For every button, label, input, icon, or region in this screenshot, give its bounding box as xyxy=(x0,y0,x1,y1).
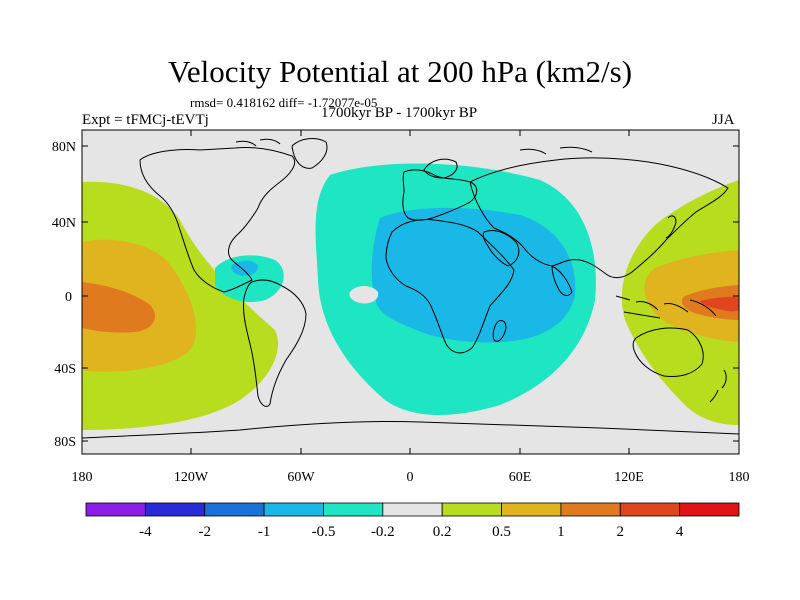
arabia-coast xyxy=(482,229,520,267)
map-panel xyxy=(82,130,739,454)
new-zealand-coast xyxy=(709,369,727,403)
arctic-islands-coast xyxy=(235,138,593,155)
pacific-west-darkorange-region xyxy=(82,282,155,333)
scandinavia-coast xyxy=(423,158,458,179)
y-axis-labels: 80N 40N 0 40S 80S xyxy=(52,140,76,450)
period-label: 1700kyr BP - 1700kyr BP xyxy=(321,105,478,121)
x-label-180w: 180 xyxy=(72,470,93,485)
colorbar-label: 0.2 xyxy=(433,524,452,540)
colorbar-label: 0.5 xyxy=(492,524,511,540)
atlantic-neutral-hole xyxy=(349,286,379,304)
y-axis-ticks xyxy=(82,145,739,442)
x-axis-labels: 180 120W 60W 0 60E 120E 180 xyxy=(72,470,750,485)
europe-coast xyxy=(402,169,478,221)
colorbar-swatch xyxy=(85,502,146,517)
antarctica-coast xyxy=(82,420,739,439)
asia-coast xyxy=(469,157,729,279)
stats-text: rmsd= 0.418162 diff= -1.72077e-05 xyxy=(190,95,378,110)
x-label-180e: 180 xyxy=(729,470,750,485)
x-label-60w: 60W xyxy=(287,470,315,485)
australia-coast xyxy=(632,327,704,377)
x-label-60e: 60E xyxy=(509,470,532,485)
colorbar-label: 2 xyxy=(617,524,625,540)
colorbar-label: 4 xyxy=(676,524,684,540)
pacific-east-red-region xyxy=(700,296,739,312)
x-label-120w: 120W xyxy=(174,470,209,485)
colorbar-swatch xyxy=(501,502,562,517)
caribbean-cyan-region xyxy=(231,260,259,276)
colorbar-label: -4 xyxy=(139,524,152,540)
y-label-40s: 40S xyxy=(54,362,76,377)
colorbar-label: -0.2 xyxy=(371,524,395,540)
coastlines xyxy=(82,138,739,439)
experiment-label: Expt = tFMCj-tEVTj xyxy=(82,112,209,128)
colorbar-swatch xyxy=(263,502,324,517)
y-label-0: 0 xyxy=(65,290,72,305)
colorbar-swatch xyxy=(323,502,384,517)
colorbar-swatch xyxy=(679,502,740,517)
colorbar-swatch xyxy=(619,502,681,517)
indonesia-coast xyxy=(615,295,717,319)
x-label-0: 0 xyxy=(407,470,414,485)
colorbar: -4 -2 -1 -0.5 -0.2 0.2 0.5 1 2 4 xyxy=(85,502,740,540)
africa-coast xyxy=(385,219,515,354)
japan-coast xyxy=(665,215,677,239)
south-america-coast xyxy=(243,279,307,407)
africa-cyan-region xyxy=(371,207,576,343)
colorbar-label: 1 xyxy=(557,524,565,540)
greenland-coast xyxy=(291,138,328,169)
india-coast xyxy=(551,265,573,296)
colorbar-label: -1 xyxy=(258,524,271,540)
colorbar-label: -0.5 xyxy=(312,524,336,540)
map-title: Velocity Potential at 200 hPa (km2/s) xyxy=(167,54,633,89)
north-america-coast xyxy=(139,147,296,293)
colorbar-swatch xyxy=(144,502,206,517)
colorbar-swatch xyxy=(441,502,502,517)
colorbar-swatch xyxy=(204,502,265,517)
colorbar-swatch xyxy=(382,502,443,517)
colorbar-swatch xyxy=(560,502,621,517)
x-label-120e: 120E xyxy=(614,470,644,485)
y-label-80n: 80N xyxy=(52,140,76,155)
colorbar-label: -2 xyxy=(198,524,211,540)
y-label-40n: 40N xyxy=(52,216,76,231)
y-label-80s: 80S xyxy=(54,435,76,450)
x-axis-ticks xyxy=(81,130,740,454)
season-label: JJA xyxy=(712,112,735,128)
madagascar-coast xyxy=(492,320,507,342)
